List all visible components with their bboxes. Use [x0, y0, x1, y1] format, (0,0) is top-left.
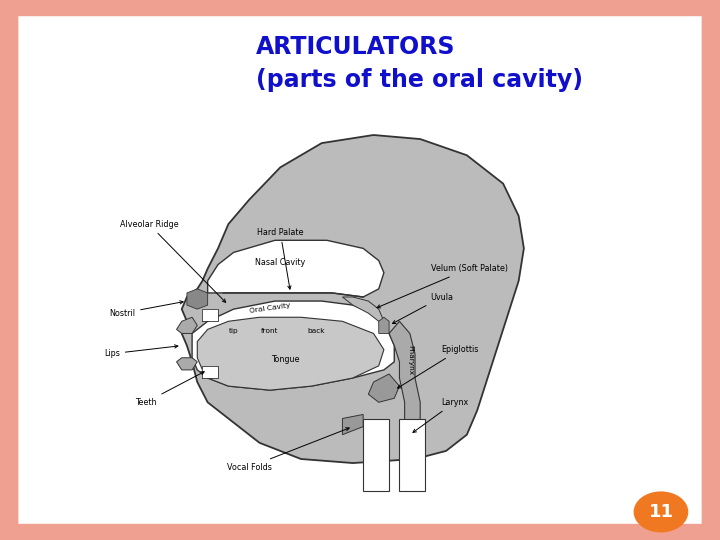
Polygon shape: [389, 321, 420, 427]
Polygon shape: [176, 318, 197, 333]
Text: Teeth: Teeth: [135, 372, 204, 407]
Text: Pharynx: Pharynx: [407, 345, 413, 375]
Text: tip: tip: [229, 328, 238, 334]
Bar: [400, 418, 426, 491]
Polygon shape: [192, 301, 395, 390]
Circle shape: [634, 491, 688, 532]
Polygon shape: [176, 358, 197, 370]
Text: 11: 11: [649, 503, 673, 521]
Text: Uvula: Uvula: [392, 293, 454, 323]
Text: Velum (Soft Palate): Velum (Soft Palate): [377, 264, 508, 308]
Text: Lips: Lips: [104, 345, 178, 358]
Text: Epiglottis: Epiglottis: [397, 345, 478, 388]
Text: Larynx: Larynx: [413, 398, 468, 433]
Bar: [363, 418, 389, 491]
Polygon shape: [207, 240, 384, 297]
Text: Oral Cavity: Oral Cavity: [249, 302, 291, 314]
Text: Hard Palate: Hard Palate: [257, 228, 303, 289]
Polygon shape: [187, 289, 207, 309]
Text: back: back: [307, 328, 325, 334]
Text: Vocal Folds: Vocal Folds: [227, 428, 349, 471]
Polygon shape: [343, 297, 389, 333]
Text: ARTICULATORS: ARTICULATORS: [256, 35, 455, 59]
Polygon shape: [343, 415, 363, 435]
Text: Nasal Cavity: Nasal Cavity: [255, 258, 305, 267]
Text: front: front: [261, 328, 279, 334]
Polygon shape: [379, 318, 389, 333]
Polygon shape: [369, 374, 400, 402]
Polygon shape: [197, 318, 384, 390]
Polygon shape: [181, 135, 524, 463]
Text: Tongue: Tongue: [271, 355, 300, 364]
Text: Alveolar Ridge: Alveolar Ridge: [120, 220, 225, 302]
Text: (parts of the oral cavity): (parts of the oral cavity): [256, 68, 582, 91]
Text: Nostril: Nostril: [109, 301, 183, 318]
